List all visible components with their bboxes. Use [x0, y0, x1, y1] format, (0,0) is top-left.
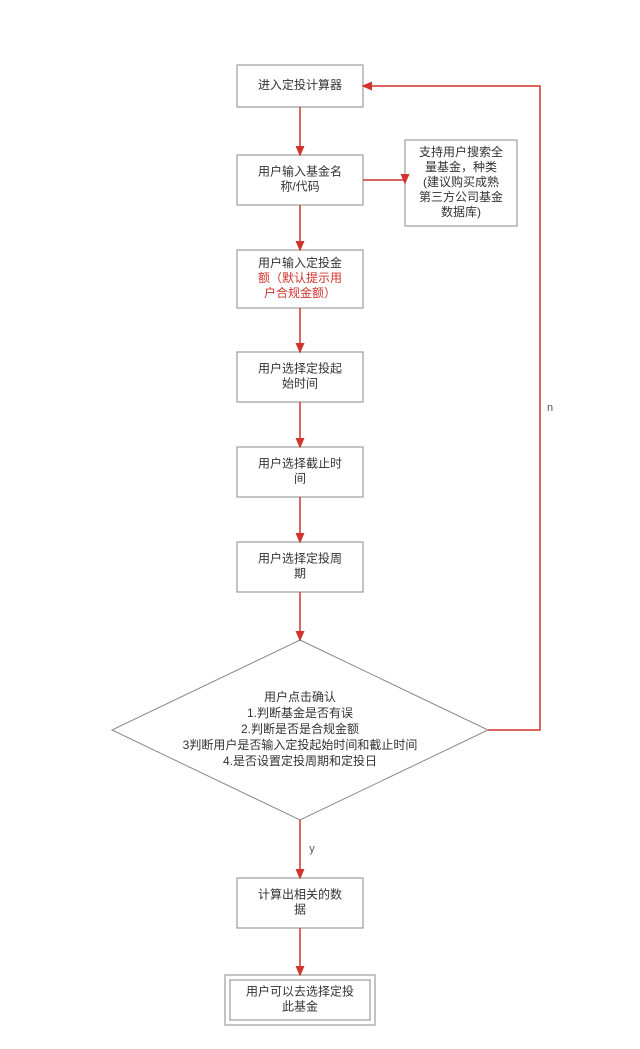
node-n8-line-0: 计算出相关的数	[258, 887, 342, 902]
node-n4-line-1: 额（默认提示用	[258, 270, 342, 285]
node-n3-line-2: (建议购买成熟	[423, 174, 499, 189]
edge-e8-label: y	[309, 843, 315, 855]
node-n2-line-1: 称/代码	[280, 180, 319, 194]
node-n3-line-0: 支持用户搜索全	[419, 144, 503, 159]
node-n5: 用户选择定投起始时间	[237, 352, 363, 402]
node-n2: 用户输入基金名称/代码	[237, 155, 363, 205]
node-n1-line-0: 进入定投计算器	[258, 77, 342, 92]
node-d1: 用户点击确认1.判断基金是否有误2.判断是否是合规金额3判断用户是否输入定投起始…	[112, 640, 488, 820]
node-n9: 用户可以去选择定投此基金	[225, 975, 375, 1025]
node-n3-line-4: 数据库)	[441, 204, 481, 219]
node-d1-line-1: 1.判断基金是否有误	[247, 705, 353, 720]
node-d1-line-3: 3判断用户是否输入定投起始时间和截止时间	[183, 737, 418, 752]
node-n9-line-0: 用户可以去选择定投	[246, 984, 354, 999]
node-n7-line-0: 用户选择定投周	[258, 551, 342, 566]
node-n3: 支持用户搜索全量基金，种类(建议购买成熟第三方公司基金数据库)	[405, 140, 517, 226]
node-n3-line-1: 量基金，种类	[425, 159, 497, 174]
node-n9-line-1: 此基金	[282, 999, 318, 1014]
node-n6-line-1: 间	[294, 472, 306, 486]
node-n6: 用户选择截止时间	[237, 447, 363, 497]
edge-e8: y	[300, 820, 315, 878]
node-n8: 计算出相关的数据	[237, 878, 363, 928]
node-n7: 用户选择定投周期	[237, 542, 363, 592]
node-d1-line-0: 用户点击确认	[264, 689, 336, 704]
node-n2-line-0: 用户输入基金名	[258, 164, 342, 179]
node-n1: 进入定投计算器	[237, 65, 363, 107]
node-n6-line-0: 用户选择截止时	[258, 456, 342, 471]
node-n4-line-0: 用户输入定投金	[258, 255, 342, 270]
node-n5-line-0: 用户选择定投起	[258, 361, 342, 376]
node-n3-line-3: 第三方公司基金	[419, 189, 503, 204]
flowchart: 进入定投计算器用户输入基金名称/代码支持用户搜索全量基金，种类(建议购买成熟第三…	[0, 0, 640, 1049]
node-n4-line-2: 户合规金额）	[264, 285, 336, 300]
node-d1-line-2: 2.判断是否是合规金额	[241, 721, 359, 736]
edge-eLoop-label: n	[547, 402, 553, 414]
edge-e2	[363, 180, 405, 183]
node-n7-line-1: 期	[294, 567, 306, 581]
node-n8-line-1: 据	[294, 903, 306, 917]
node-d1-line-4: 4.是否设置定投周期和定投日	[223, 753, 377, 768]
node-n5-line-1: 始时间	[282, 377, 318, 391]
node-n4: 用户输入定投金额（默认提示用户合规金额）	[237, 250, 363, 308]
